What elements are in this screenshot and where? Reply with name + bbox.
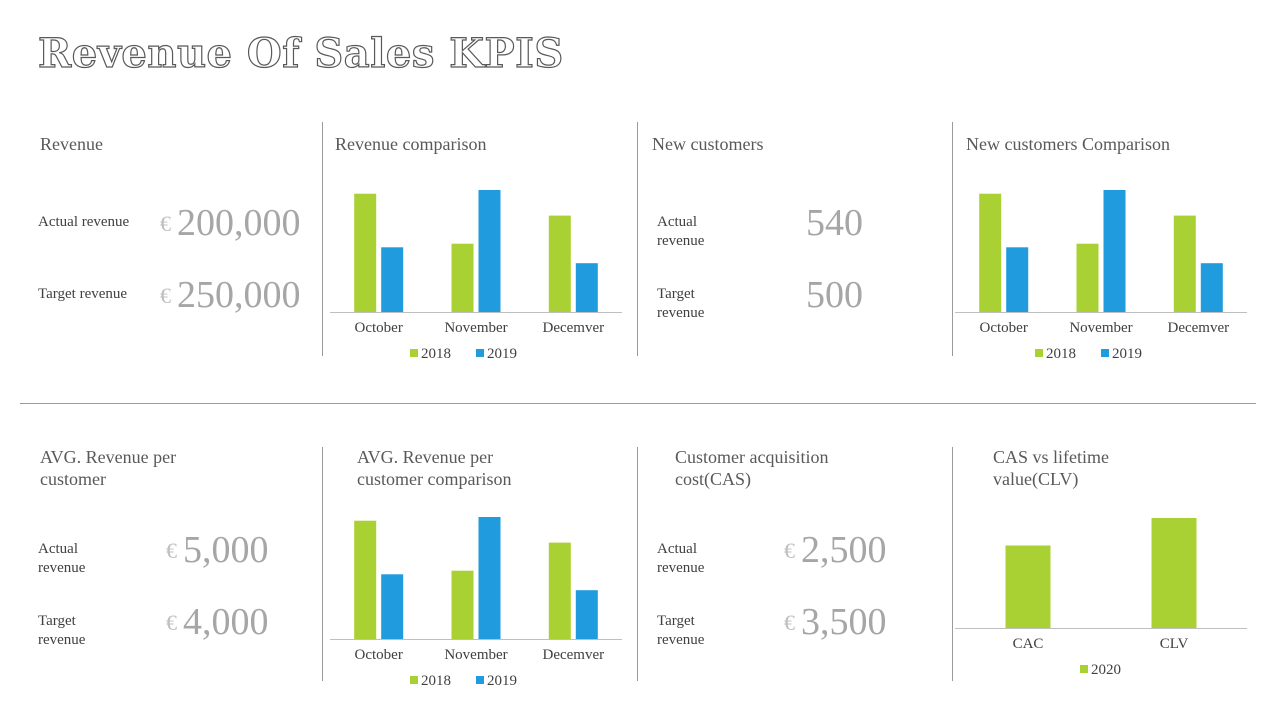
legend-label: 2018 xyxy=(421,673,451,689)
x-tick-label: November xyxy=(444,647,507,663)
legend-swatch xyxy=(1035,349,1043,357)
bar-2018-october xyxy=(979,193,1002,312)
cas-actual-value: €2,500 xyxy=(784,529,887,571)
actual-revenue-label: Actual revenue xyxy=(38,214,130,230)
legend-label: 2019 xyxy=(487,673,517,689)
bar-2018-october xyxy=(354,193,377,312)
legend-label: 2019 xyxy=(1112,346,1142,362)
bar-2019-october xyxy=(381,247,404,312)
new-customers-actual-label: Actual revenue xyxy=(657,214,705,249)
euro-icon: € xyxy=(160,283,171,308)
bar-2018-decemver xyxy=(548,215,571,312)
avg-actual-label: Actual revenue xyxy=(38,541,86,576)
actual-revenue-value: €200,000 xyxy=(160,202,301,244)
avg-actual-value: €5,000 xyxy=(166,529,269,571)
revenue-comparison-chart: October November Decemver 2018 2019 xyxy=(330,190,622,362)
cas-clv-chart: CAC CLV 2020 xyxy=(955,518,1247,678)
legend-swatch xyxy=(476,349,484,357)
x-tick-label: Decemver xyxy=(543,320,605,336)
divider xyxy=(322,447,323,681)
revenue-heading: Revenue xyxy=(40,134,103,154)
bar-2020-clv xyxy=(1151,518,1197,628)
avg-comparison-heading: AVG. Revenue per customer comparison xyxy=(357,447,512,489)
new-customers-comparison-chart: October November Decemver 2018 2019 xyxy=(955,190,1247,362)
new-customers-target-label: Target revenue xyxy=(657,286,705,321)
euro-icon: € xyxy=(784,610,795,635)
avg-revenue-comparison-chart: October November Decemver 2018 2019 xyxy=(330,517,622,689)
legend-swatch xyxy=(1101,349,1109,357)
bar-2019-october xyxy=(1006,247,1029,312)
revenue-comparison-heading: Revenue comparison xyxy=(335,134,487,154)
bar-2019-october xyxy=(381,574,404,639)
euro-icon: € xyxy=(166,610,177,635)
legend-label: 2018 xyxy=(421,346,451,362)
cas-target-label: Target revenue xyxy=(657,613,705,648)
x-tick-label: November xyxy=(444,320,507,336)
avg-target-label: Target revenue xyxy=(38,613,86,648)
avg-target-value: €4,000 xyxy=(166,601,269,643)
cas-heading: Customer acquisition cost(CAS) xyxy=(675,447,829,489)
cas-actual-label: Actual revenue xyxy=(657,541,705,576)
legend-swatch xyxy=(410,349,418,357)
new-customers-comparison-heading: New customers Comparison xyxy=(966,134,1170,154)
x-tick-label: CAC xyxy=(1013,636,1044,652)
legend-swatch xyxy=(410,676,418,684)
bar-2019-decemver xyxy=(575,263,598,312)
target-revenue-label: Target revenue xyxy=(38,286,128,302)
section-divider xyxy=(20,403,1256,404)
x-tick-label: Decemver xyxy=(1168,320,1230,336)
new-customers-target-value: 500 xyxy=(806,274,863,316)
bar-2018-decemver xyxy=(1173,215,1196,312)
avg-revenue-heading: AVG. Revenue per customer xyxy=(40,447,177,489)
target-revenue-value: €250,000 xyxy=(160,274,301,316)
euro-icon: € xyxy=(784,538,795,563)
bar-2018-decemver xyxy=(548,542,571,639)
x-tick-label: October xyxy=(355,320,403,336)
legend-label: 2018 xyxy=(1046,346,1076,362)
x-tick-label: CLV xyxy=(1160,636,1189,652)
cas-clv-heading: CAS vs lifetime value(CLV) xyxy=(993,447,1109,489)
x-tick-label: November xyxy=(1069,320,1132,336)
euro-icon: € xyxy=(160,211,171,236)
bar-2019-november xyxy=(1103,190,1126,312)
bar-2018-october xyxy=(354,520,377,639)
bar-2019-decemver xyxy=(1200,263,1223,312)
legend-swatch xyxy=(1080,665,1088,673)
new-customers-heading: New customers xyxy=(652,134,764,154)
bar-2019-november xyxy=(478,190,501,312)
legend-label: 2020 xyxy=(1091,662,1121,678)
x-tick-label: October xyxy=(355,647,403,663)
page-title: Revenue Of Sales KPIS xyxy=(37,29,564,77)
new-customers-actual-value: 540 xyxy=(806,202,863,244)
divider xyxy=(952,122,953,356)
bar-2018-november xyxy=(451,570,474,639)
cas-target-value: €3,500 xyxy=(784,601,887,643)
bar-2018-november xyxy=(451,243,474,312)
bar-2020-cac xyxy=(1005,545,1051,628)
divider xyxy=(637,122,638,356)
legend-label: 2019 xyxy=(487,346,517,362)
bar-2018-november xyxy=(1076,243,1099,312)
x-tick-label: October xyxy=(980,320,1028,336)
bar-2019-decemver xyxy=(575,590,598,639)
legend-swatch xyxy=(476,676,484,684)
bar-2019-november xyxy=(478,517,501,639)
divider xyxy=(637,447,638,681)
divider xyxy=(322,122,323,356)
divider xyxy=(952,447,953,681)
euro-icon: € xyxy=(166,538,177,563)
x-tick-label: Decemver xyxy=(543,647,605,663)
